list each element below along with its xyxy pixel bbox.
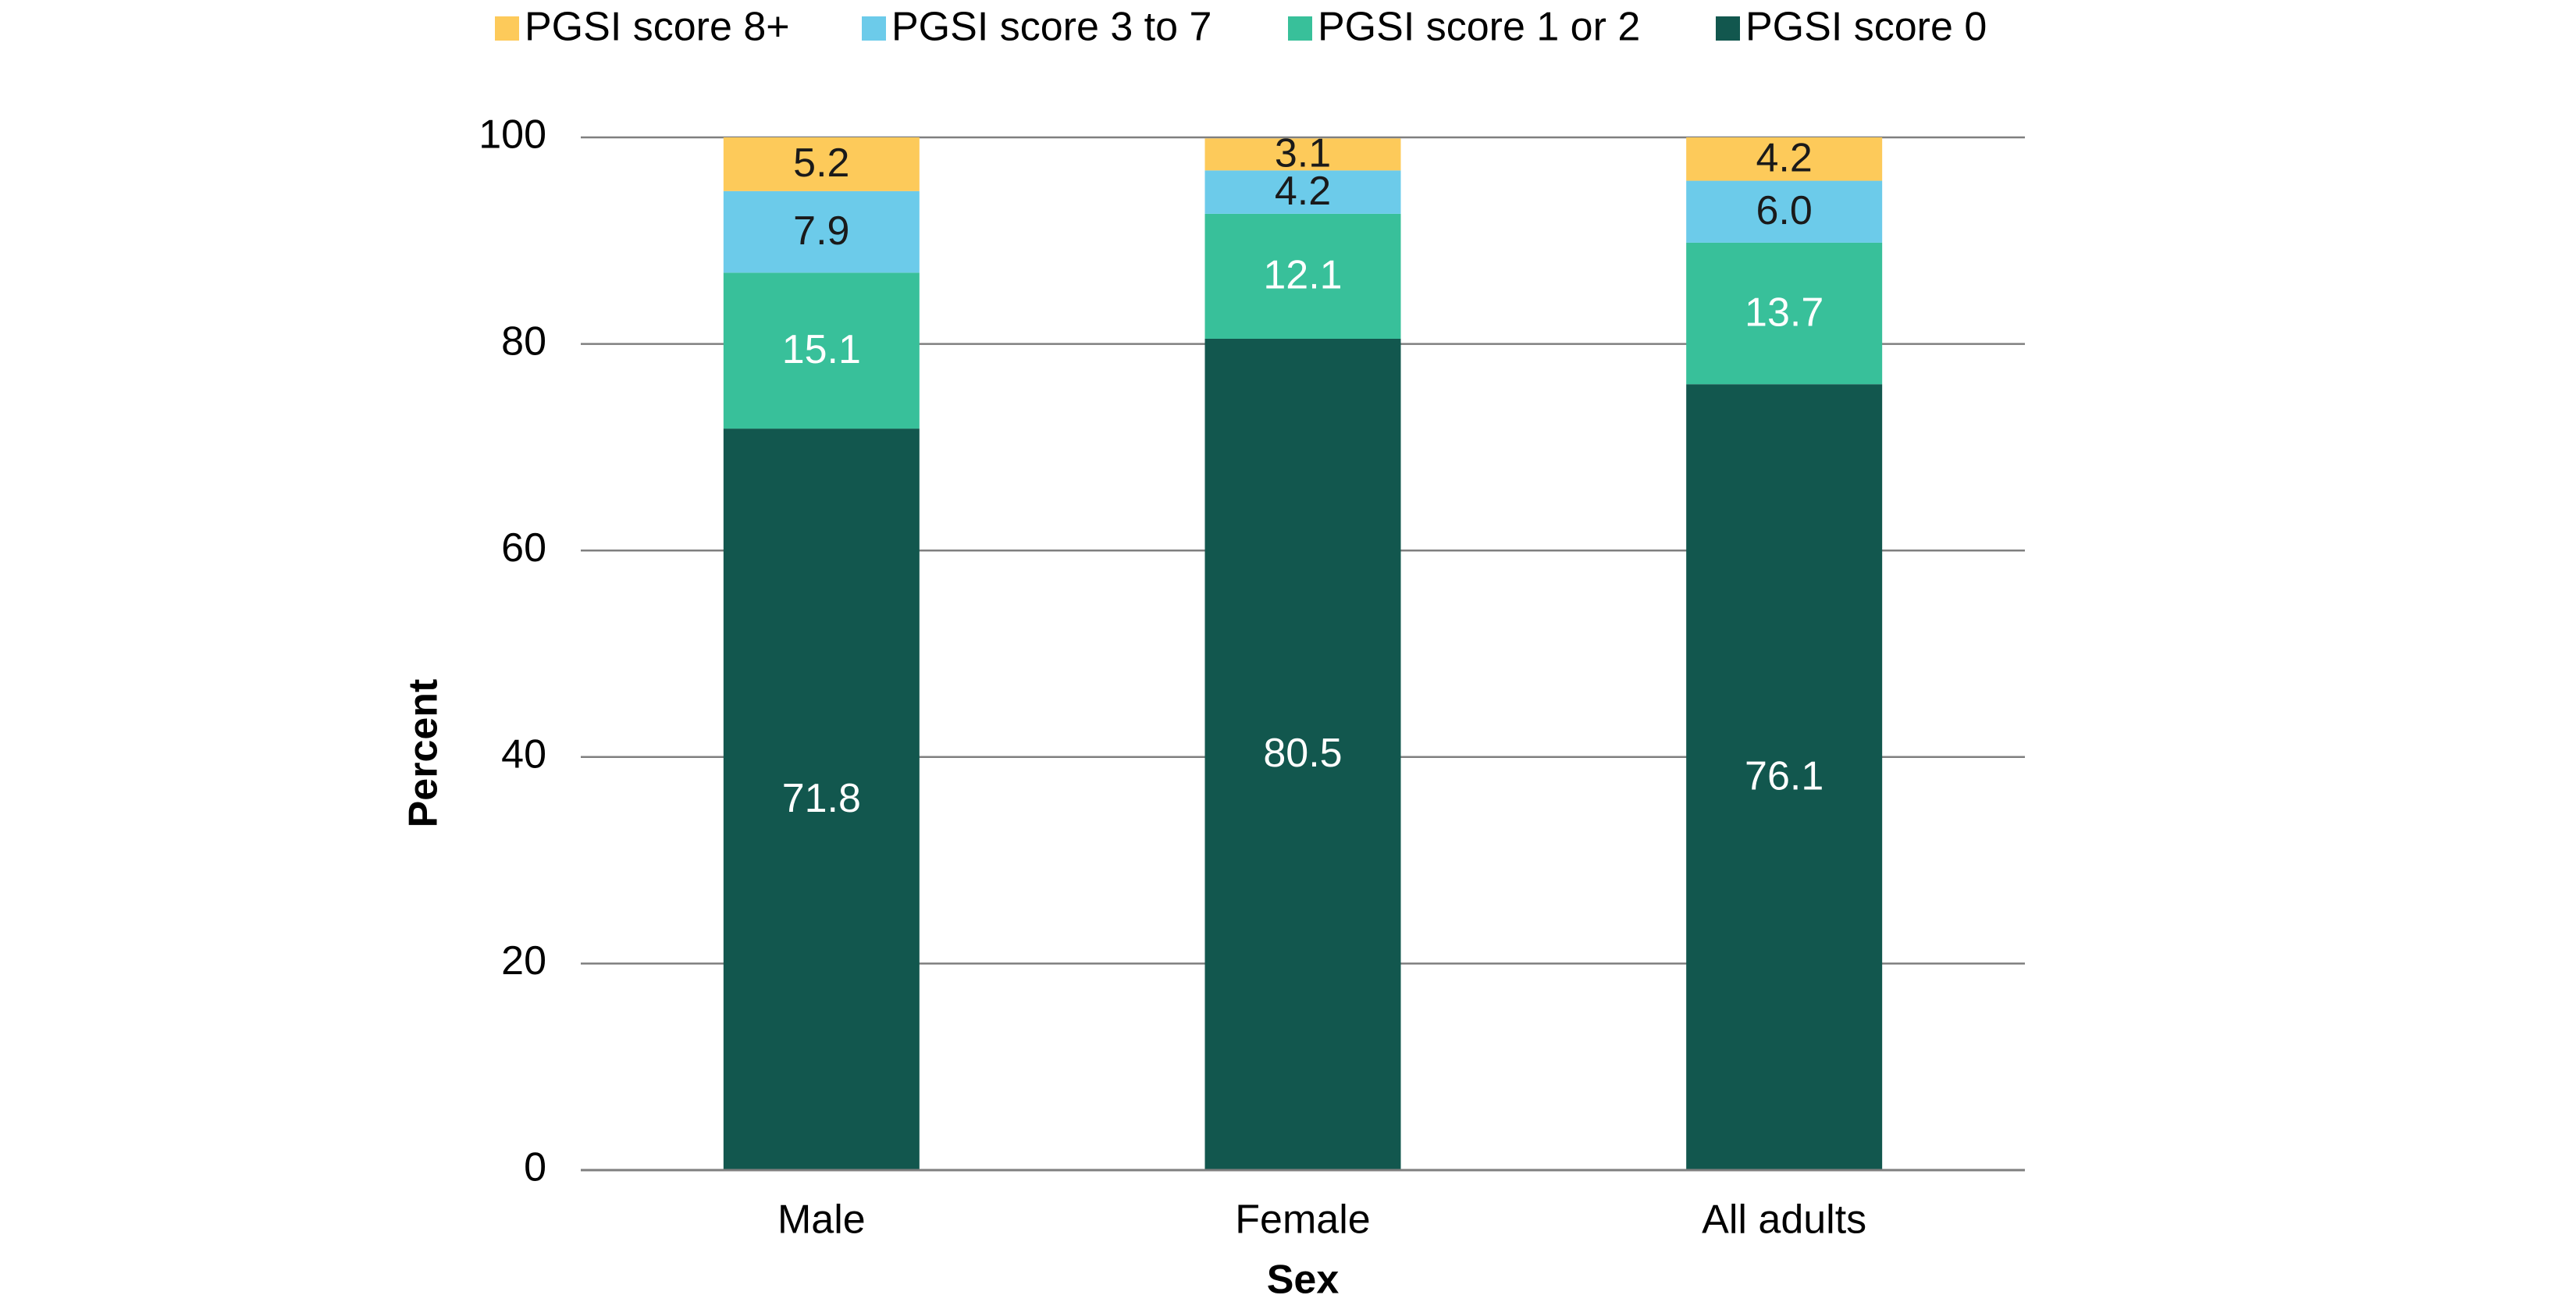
data-label: 71.8 [782, 776, 861, 821]
bar-segment [723, 137, 920, 191]
legend-swatch [1288, 16, 1312, 41]
bar-segment [1204, 338, 1401, 1170]
data-label: 80.5 [1263, 731, 1342, 776]
x-axis-title: Sex [1267, 1258, 1340, 1295]
legend-swatch [1716, 16, 1740, 41]
data-label: 76.1 [1745, 753, 1823, 799]
data-label: 7.9 [793, 208, 849, 254]
x-tick-label: All adults [1702, 1197, 1866, 1243]
data-label: 3.1 [1275, 131, 1331, 176]
legend-swatch [862, 16, 886, 41]
data-label: 4.2 [1756, 136, 1813, 181]
y-tick-label: 40 [501, 732, 546, 777]
legend-label: PGSI score 3 to 7 [891, 5, 1212, 50]
bar-segment [1204, 138, 1401, 171]
bar-segment [1686, 137, 1883, 181]
y-tick-label: 100 [479, 112, 546, 158]
legend-label: PGSI score 1 or 2 [1318, 5, 1640, 50]
x-tick-label: Female [1235, 1197, 1370, 1243]
bar-segment [1686, 180, 1883, 243]
legend-swatch [495, 16, 519, 41]
y-tick-label: 20 [501, 938, 546, 984]
x-tick-label: Male [777, 1197, 866, 1243]
data-label: 13.7 [1745, 290, 1823, 335]
bar-segment [723, 272, 920, 429]
data-label: 6.0 [1756, 188, 1813, 233]
y-tick-label: 80 [501, 318, 546, 364]
bar-segment [1686, 384, 1883, 1170]
y-axis-title: Percent [401, 679, 447, 828]
bar-segment [723, 190, 920, 273]
data-label: 12.1 [1263, 253, 1342, 298]
bar-segment [1204, 170, 1401, 214]
bar-segment [1686, 242, 1883, 385]
bar-segment [723, 429, 920, 1170]
data-label: 4.2 [1275, 169, 1331, 214]
legend-label: PGSI score 0 [1745, 5, 1987, 50]
y-tick-label: 60 [501, 525, 546, 571]
y-tick-label: 0 [524, 1145, 546, 1190]
bar-segment [1204, 213, 1401, 339]
legend-label: PGSI score 8+ [525, 5, 790, 50]
data-label: 5.2 [793, 141, 849, 186]
data-label: 15.1 [782, 327, 861, 372]
